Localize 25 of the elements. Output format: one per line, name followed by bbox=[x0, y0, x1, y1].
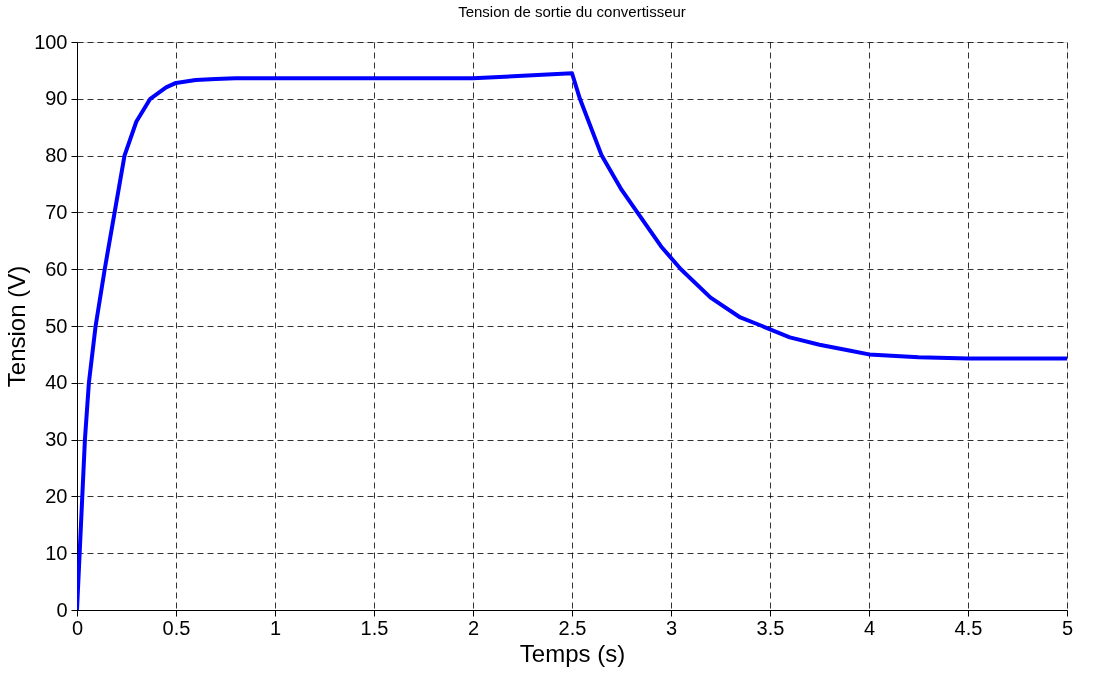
x-tick-label: 0.5 bbox=[162, 616, 191, 639]
x-axis-title: Temps (s) bbox=[519, 639, 626, 667]
y-tick-label: 90 bbox=[45, 87, 68, 110]
y-axis-title: Tension (V) bbox=[3, 265, 31, 388]
x-tick-label: 2.5 bbox=[558, 616, 587, 639]
x-tick-label: 2 bbox=[467, 616, 480, 639]
x-tick-label: 3 bbox=[665, 616, 678, 639]
x-tick-label: 0 bbox=[71, 616, 84, 639]
y-tick-label: 40 bbox=[45, 371, 68, 394]
y-tick-label: 20 bbox=[45, 484, 68, 507]
x-tick-label: 1 bbox=[269, 616, 282, 639]
y-tick-label: 70 bbox=[45, 200, 68, 223]
y-tick-label: 10 bbox=[45, 541, 68, 564]
x-tick-label: 1.5 bbox=[360, 616, 389, 639]
x-tick-label: 5 bbox=[1061, 616, 1074, 639]
x-tick-label: 4 bbox=[863, 616, 876, 639]
x-tick-label: 4.5 bbox=[954, 616, 983, 639]
y-tick-label: 100 bbox=[34, 30, 68, 53]
y-tick-label: 80 bbox=[45, 144, 68, 167]
y-tick-label: 50 bbox=[45, 314, 68, 337]
y-tick-label: 60 bbox=[45, 257, 68, 280]
chart-title: Tension de sortie du convertisseur bbox=[458, 3, 686, 20]
y-tick-label: 0 bbox=[56, 598, 68, 621]
x-tick-label: 3.5 bbox=[756, 616, 785, 639]
y-tick-label: 30 bbox=[45, 428, 68, 451]
